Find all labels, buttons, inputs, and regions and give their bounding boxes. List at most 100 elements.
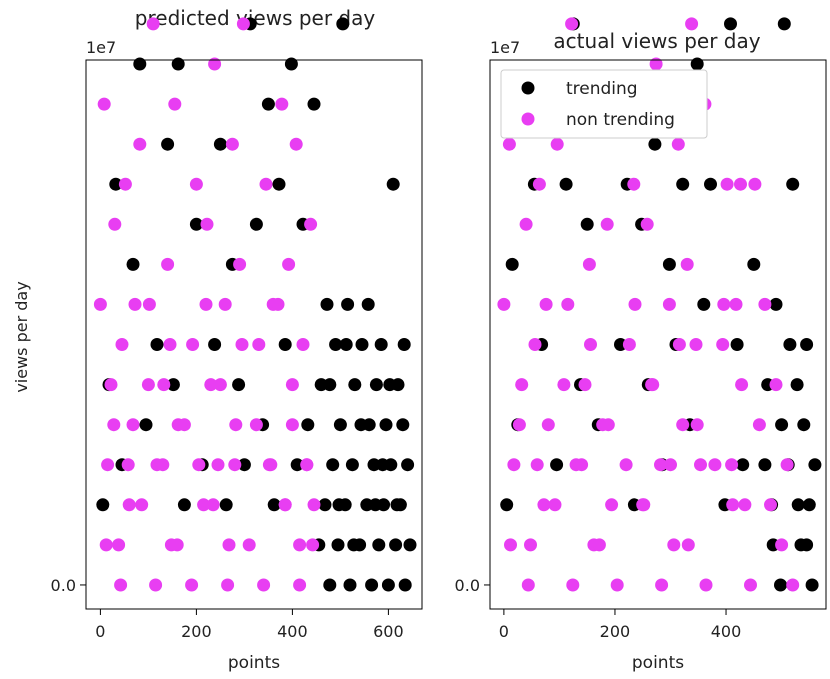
point-trending bbox=[676, 177, 690, 191]
x-tick-label: 0 bbox=[499, 622, 509, 641]
x-tick-label: 200 bbox=[181, 622, 212, 641]
point-non-trending bbox=[752, 418, 766, 432]
point-trending bbox=[736, 458, 750, 472]
point-non-trending bbox=[637, 498, 651, 512]
x-tick-label: 600 bbox=[373, 622, 404, 641]
point-non-trending bbox=[285, 378, 299, 392]
point-non-trending bbox=[735, 378, 749, 392]
x-tick-label: 200 bbox=[600, 622, 631, 641]
point-non-trending bbox=[655, 578, 669, 592]
point-trending bbox=[797, 418, 811, 432]
point-non-trending bbox=[744, 578, 757, 592]
point-trending bbox=[139, 418, 153, 432]
point-non-trending bbox=[177, 418, 191, 432]
point-non-trending bbox=[541, 418, 555, 432]
point-trending bbox=[189, 217, 203, 231]
point-trending bbox=[368, 498, 382, 512]
point-non-trending bbox=[197, 498, 211, 512]
point-non-trending bbox=[725, 458, 739, 472]
point-non-trending bbox=[122, 498, 136, 512]
plot-area-frame bbox=[85, 59, 423, 610]
y-tick-label: 0.0 bbox=[51, 576, 76, 595]
point-trending bbox=[396, 418, 410, 432]
point-non-trending bbox=[671, 137, 685, 151]
point-trending bbox=[278, 338, 292, 351]
point-trending bbox=[326, 458, 340, 472]
point-non-trending bbox=[121, 458, 135, 472]
point-trending bbox=[690, 57, 704, 71]
point-trending bbox=[272, 177, 286, 191]
point-non-trending bbox=[557, 378, 571, 392]
point-non-trending bbox=[170, 538, 184, 552]
legend-marker-non-trending bbox=[521, 112, 535, 126]
point-trending bbox=[386, 177, 400, 191]
point-trending bbox=[800, 538, 814, 552]
plot-area-frame bbox=[489, 59, 827, 610]
point-non-trending bbox=[135, 498, 149, 512]
point-non-trending bbox=[264, 458, 278, 472]
y-offset-text: 1e7 bbox=[490, 38, 520, 57]
point-non-trending bbox=[107, 418, 121, 432]
x-axis-label: points bbox=[632, 653, 684, 673]
point-trending bbox=[307, 97, 321, 111]
legend-marker-trending bbox=[521, 81, 535, 95]
point-trending bbox=[301, 418, 315, 432]
point-non-trending bbox=[192, 458, 206, 472]
point-trending bbox=[109, 177, 123, 191]
point-non-trending bbox=[229, 418, 243, 432]
point-non-trending bbox=[561, 297, 575, 311]
point-non-trending bbox=[200, 217, 214, 231]
point-non-trending bbox=[601, 418, 615, 432]
point-trending bbox=[376, 458, 390, 472]
point-non-trending bbox=[168, 97, 182, 111]
point-non-trending bbox=[619, 458, 633, 472]
point-trending bbox=[161, 137, 175, 151]
point-trending bbox=[339, 338, 353, 351]
point-trending bbox=[614, 338, 627, 351]
point-non-trending bbox=[716, 338, 730, 351]
point-non-trending bbox=[565, 17, 579, 31]
point-non-trending bbox=[539, 297, 553, 311]
y-axis-label: views per day bbox=[12, 281, 31, 392]
point-non-trending bbox=[519, 217, 533, 231]
point-non-trending bbox=[780, 458, 794, 472]
point-trending bbox=[758, 458, 772, 472]
point-non-trending bbox=[252, 338, 266, 351]
point-trending bbox=[775, 418, 789, 432]
point-non-trending bbox=[126, 418, 140, 432]
point-trending bbox=[213, 137, 227, 151]
point-non-trending bbox=[738, 498, 752, 512]
point-non-trending bbox=[293, 538, 307, 552]
point-trending bbox=[550, 458, 564, 472]
point-non-trending bbox=[515, 378, 529, 392]
chart-title: actual views per day bbox=[553, 29, 760, 53]
point-trending bbox=[323, 578, 337, 592]
point-non-trending bbox=[610, 578, 624, 592]
point-non-trending bbox=[186, 338, 200, 351]
point-trending bbox=[398, 578, 412, 592]
point-non-trending bbox=[93, 297, 107, 311]
point-non-trending bbox=[664, 458, 677, 472]
point-non-trending bbox=[97, 97, 111, 111]
point-non-trending bbox=[289, 137, 303, 151]
point-trending bbox=[697, 297, 711, 311]
point-non-trending bbox=[512, 418, 526, 432]
point-trending bbox=[505, 257, 519, 271]
point-non-trending bbox=[685, 17, 699, 31]
point-non-trending bbox=[115, 338, 129, 351]
point-trending bbox=[500, 498, 514, 512]
point-non-trending bbox=[521, 578, 535, 592]
point-non-trending bbox=[680, 257, 694, 271]
predicted-views-panel: predicted views per day 1e7 views per da… bbox=[12, 6, 423, 673]
point-trending bbox=[379, 418, 393, 432]
point-non-trending bbox=[600, 217, 614, 231]
point-non-trending bbox=[690, 418, 704, 432]
point-non-trending bbox=[654, 458, 667, 472]
point-trending bbox=[332, 498, 346, 512]
point-trending bbox=[381, 578, 395, 592]
point-non-trending bbox=[163, 338, 177, 351]
point-non-trending bbox=[726, 498, 740, 512]
point-non-trending bbox=[233, 257, 247, 271]
point-trending bbox=[390, 498, 404, 512]
